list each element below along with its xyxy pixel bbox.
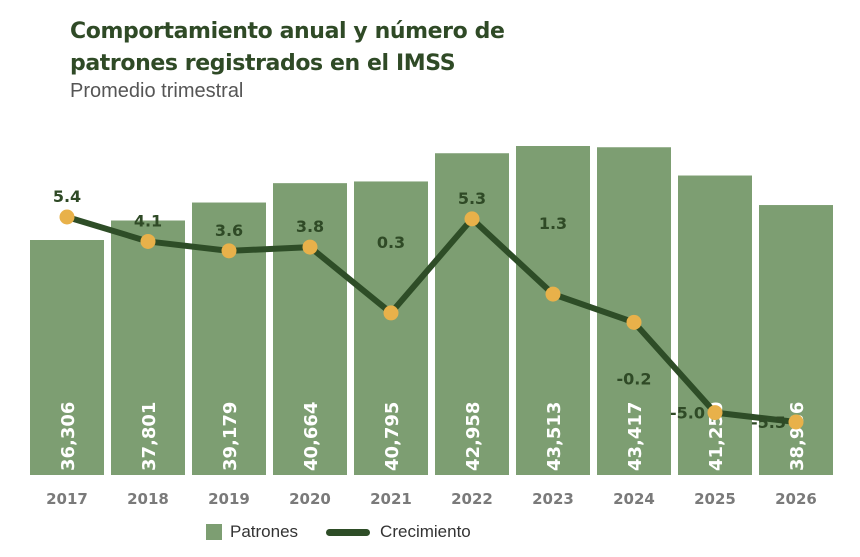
bar-2017	[30, 240, 104, 475]
bar-value-label: 36,306	[58, 402, 79, 471]
growth-value-label: 3.6	[215, 221, 243, 240]
legend-item-crecimiento: Crecimiento	[326, 522, 471, 542]
growth-value-label: 4.1	[134, 211, 162, 230]
growth-marker	[140, 233, 156, 249]
bar-2021	[354, 181, 428, 475]
year-label: 2024	[613, 490, 655, 508]
growth-marker	[707, 405, 723, 421]
bars-layer	[30, 146, 833, 475]
growth-marker	[626, 314, 642, 330]
bar-value-label: 40,664	[301, 402, 322, 471]
line-layer	[64, 214, 799, 425]
legend-bar-swatch	[206, 524, 222, 540]
bar-value-label: 39,179	[220, 402, 241, 471]
year-label: 2017	[46, 490, 88, 508]
growth-value-label: 3.8	[296, 217, 324, 236]
growth-value-label: 5.3	[458, 189, 486, 208]
bar-value-label: 43,417	[625, 402, 646, 471]
growth-value-label: 5.4	[53, 187, 81, 206]
growth-value-label: -0.2	[617, 369, 652, 388]
growth-marker	[59, 209, 75, 225]
year-label: 2026	[775, 490, 817, 508]
growth-line	[64, 214, 799, 425]
growth-labels-layer: 5.4 4.1 3.6 3.8 0.3 5.3 1.3 -0.2 -5.0 -5.5	[53, 187, 786, 432]
year-label: 2018	[127, 490, 169, 508]
legend-label-patrones: Patrones	[230, 522, 299, 541]
bar-value-label: 43,513	[544, 402, 565, 471]
bar-value-label: 42,958	[463, 402, 484, 471]
chart-title: Comportamiento anual y número de patrone…	[70, 19, 505, 76]
growth-marker	[545, 286, 561, 302]
markers-layer	[59, 209, 804, 430]
bar-2023	[516, 146, 590, 475]
growth-value-label: -5.5	[751, 413, 786, 432]
bar-value-label: 38,986	[787, 402, 808, 471]
growth-marker	[302, 239, 318, 255]
growth-marker	[788, 414, 804, 430]
bar-2022	[435, 153, 509, 475]
year-label: 2021	[370, 490, 412, 508]
bar-2018	[111, 220, 185, 475]
bar-2026	[759, 205, 833, 475]
bar-value-label: 40,795	[382, 402, 403, 471]
growth-marker	[221, 243, 237, 259]
legend-item-patrones: Patrones	[206, 522, 298, 542]
chart-subtitle: Promedio trimestral	[70, 80, 244, 102]
growth-value-label: 0.3	[377, 233, 405, 252]
year-label: 2025	[694, 490, 736, 508]
growth-value-label: -5.0	[670, 404, 705, 423]
growth-marker	[383, 305, 399, 321]
growth-marker	[464, 211, 480, 227]
bar-2025	[678, 175, 752, 475]
bar-value-label: 37,801	[139, 402, 160, 471]
year-label: 2023	[532, 490, 574, 508]
chart-legend: Patrones Crecimiento	[206, 522, 499, 542]
year-label: 2019	[208, 490, 250, 508]
year-label: 2020	[289, 490, 331, 508]
year-label: 2022	[451, 490, 493, 508]
growth-value-label: 1.3	[539, 214, 567, 233]
year-labels-layer: 2017 2018 2019 2020 2021 2022 2023 2024 2025 2026	[46, 490, 817, 508]
bar-2020	[273, 183, 347, 475]
legend-label-crecimiento: Crecimiento	[380, 522, 471, 541]
legend-line-swatch	[326, 528, 371, 536]
